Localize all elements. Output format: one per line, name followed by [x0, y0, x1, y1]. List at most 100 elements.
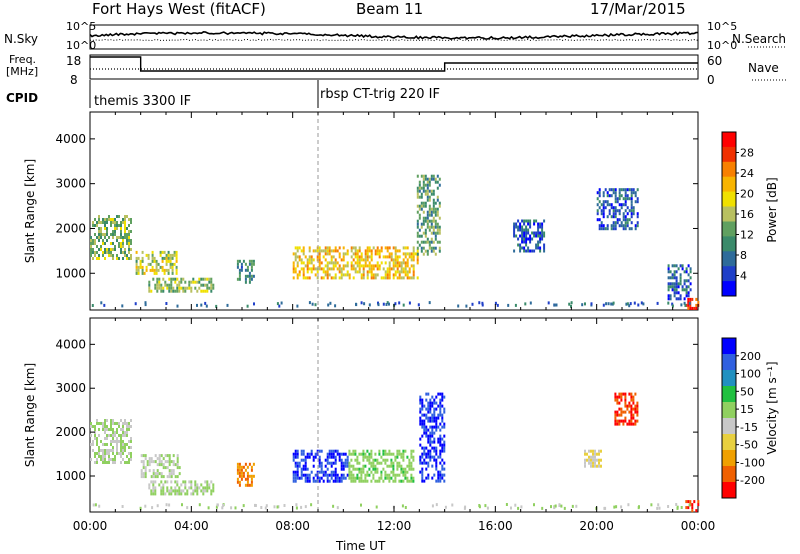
velocity-cell [338, 452, 341, 456]
velocity-cell [346, 458, 349, 462]
power-cell [669, 294, 672, 298]
velocity-cell [441, 419, 444, 423]
power-cell [376, 246, 379, 250]
velocity-cell [687, 500, 690, 504]
power-cell [523, 231, 526, 235]
velocity-cell [350, 479, 353, 483]
velocity-cell [630, 398, 633, 402]
power-cell [432, 249, 435, 253]
power-cell [598, 218, 601, 222]
power-cell [124, 248, 126, 251]
power-cell [163, 268, 166, 272]
velocity-cell [162, 483, 165, 487]
power-cell [182, 289, 185, 293]
velocity-cell [616, 413, 619, 417]
velocity-cell [128, 422, 130, 425]
power-cell [388, 264, 391, 268]
power-cell [428, 180, 431, 184]
power-cell [143, 271, 146, 275]
power-colorbar-bin [722, 191, 736, 207]
power-cell [537, 240, 540, 244]
velocity-cell [614, 398, 617, 402]
power-cell [622, 227, 625, 231]
power-ground-cell [688, 301, 691, 305]
velocity-ground-cell [168, 503, 171, 507]
power-cell [120, 230, 122, 233]
power-cell [432, 231, 435, 235]
power-cell [386, 246, 389, 250]
x-tick-label: 12:00 [377, 519, 412, 533]
velocity-cell [408, 467, 411, 471]
power-cell [428, 246, 431, 250]
power-cell [175, 250, 178, 254]
power-cell [418, 243, 421, 247]
power-colorbar-tick-label: 20 [740, 188, 754, 201]
velocity-cell [620, 410, 623, 414]
velocity-cell [130, 455, 132, 458]
velocity-cell [427, 437, 430, 441]
velocity-cell [425, 416, 428, 420]
power-cell [354, 261, 357, 265]
velocity-cell [374, 479, 377, 483]
velocity-cell [632, 413, 635, 417]
power-cell [614, 200, 617, 204]
power-cell [114, 230, 116, 233]
velocity-cell [370, 452, 373, 456]
velocity-ground-cell [295, 503, 298, 507]
power-cell [90, 245, 92, 248]
velocity-cell [118, 452, 120, 455]
power-cell [376, 261, 379, 265]
velocity-ground-cell [234, 506, 237, 510]
velocity-cell [354, 452, 357, 456]
velocity-cell [122, 452, 124, 455]
velocity-cell [348, 476, 351, 480]
velocity-cell [348, 473, 351, 477]
velocity-cell [172, 460, 175, 464]
power-cell [513, 228, 516, 232]
velocity-cell [439, 410, 442, 414]
power-cell [632, 191, 635, 195]
power-cell [242, 259, 245, 263]
power-cell [398, 276, 401, 280]
power-cell [426, 237, 429, 241]
velocity-cell [439, 455, 442, 459]
power-cell [112, 230, 114, 233]
velocity-cell [620, 398, 623, 402]
power-cell [398, 264, 401, 268]
velocity-cell [242, 471, 245, 475]
power-cell [378, 264, 381, 268]
velocity-cell [372, 473, 375, 477]
power-ground-cell [311, 302, 314, 306]
velocity-cell [106, 443, 108, 446]
velocity-cell [421, 470, 424, 474]
power-cell [200, 289, 203, 293]
velocity-cell [630, 422, 633, 426]
velocity-cell [334, 479, 337, 483]
power-cell [155, 268, 158, 272]
velocity-ground-cell [310, 503, 313, 507]
power-cell [618, 197, 621, 201]
power-cell [326, 267, 329, 271]
power-cell [523, 228, 526, 232]
velocity-cell [380, 473, 383, 477]
velocity-cell [624, 401, 627, 405]
power-cell [360, 276, 363, 280]
velocity-ground-cell [273, 505, 276, 509]
velocity-cell [330, 464, 333, 468]
power-cell [402, 267, 405, 271]
power-cell [94, 239, 96, 242]
velocity-cell [427, 410, 430, 414]
velocity-cell [441, 464, 444, 468]
velocity-cell [106, 452, 108, 455]
velocity-cell [586, 458, 588, 462]
velocity-cell [122, 434, 124, 437]
power-cell [360, 252, 363, 256]
power-cell [334, 264, 337, 268]
power-cell [398, 249, 401, 253]
power-colorbar-bin [722, 221, 736, 237]
velocity-cell [196, 483, 199, 487]
power-cell [388, 255, 391, 259]
power-colorbar-bin [722, 266, 736, 282]
velocity-cell [296, 476, 299, 480]
velocity-cell [332, 470, 335, 474]
